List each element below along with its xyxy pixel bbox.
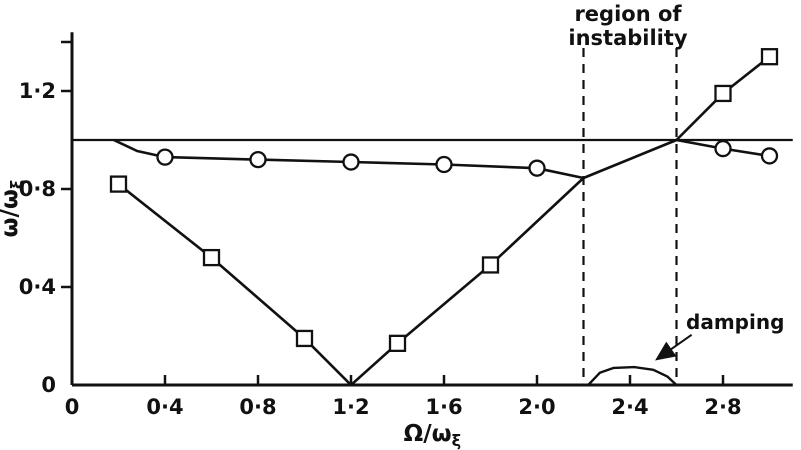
square-marker <box>109 175 128 193</box>
square-marker <box>295 329 314 348</box>
x-tick-label: 2·8 <box>704 395 741 419</box>
square-marker <box>714 84 732 103</box>
x-tick-label: 0·4 <box>146 395 183 419</box>
y-tick-label: 0 <box>41 373 56 397</box>
region-of-instability-label: region of instability <box>568 2 687 50</box>
region-label-line1: region of <box>574 2 682 26</box>
y-tick-label: 0·4 <box>19 275 56 299</box>
damping-label: damping <box>686 310 785 334</box>
circle-marker <box>156 148 174 166</box>
y-axis-title: ω/ωξ <box>0 180 26 238</box>
square-marker <box>388 334 407 353</box>
x-tick-label: 1·2 <box>332 395 369 419</box>
circle-marker <box>714 139 732 158</box>
circle-marker <box>760 147 779 165</box>
damping-curve <box>587 365 678 386</box>
square-marker <box>760 48 779 66</box>
circle-branch-line-0 <box>113 138 584 180</box>
x-tick-label: 0·8 <box>239 395 276 419</box>
square-marker <box>202 248 221 267</box>
y-tick-label: 1·2 <box>19 79 56 103</box>
square-marker <box>481 256 500 274</box>
x-axis-title: Ω/ωξ <box>404 421 461 450</box>
circle-marker <box>435 155 453 174</box>
circle-marker <box>528 159 546 177</box>
square-branch-line-0 <box>117 55 771 387</box>
circle-marker <box>342 153 360 171</box>
region-label-line2: instability <box>568 26 688 50</box>
plot-area: 0 0·4 0·8 1·2 1·6 2·0 2·4 2·8 0 0·4 0·8 1·2 Ω/ωξ ω/ωξ <box>0 32 793 450</box>
x-tick-label: 0 <box>65 395 80 419</box>
x-tick-label: 2·4 <box>611 395 648 419</box>
damping-arrow <box>655 333 693 361</box>
circle-marker <box>249 150 267 169</box>
x-tick-label: 1·6 <box>425 395 462 419</box>
y-tick-label: 0·8 <box>19 177 56 201</box>
x-tick-label: 2·0 <box>518 395 555 419</box>
